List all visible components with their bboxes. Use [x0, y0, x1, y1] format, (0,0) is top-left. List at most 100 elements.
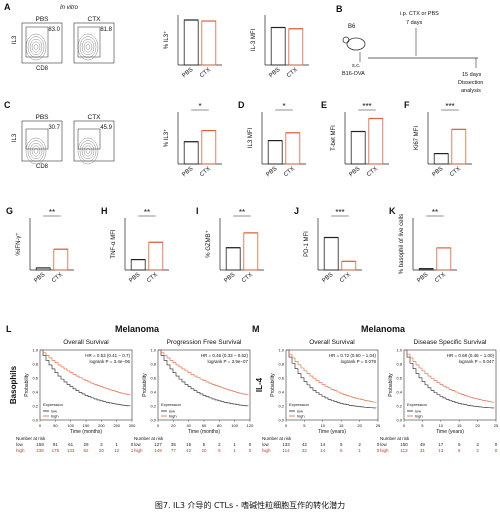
panel-letter: G [6, 206, 13, 216]
group-label: CTX [283, 166, 296, 178]
risk-count: 42 [302, 442, 308, 447]
contour [79, 140, 97, 162]
y-label: PD-1 MFI [304, 231, 310, 257]
risk-count: 2 [358, 442, 361, 447]
significance: *** [445, 102, 454, 111]
panel-letter: J [294, 206, 299, 216]
panel-letter: K [389, 206, 396, 216]
contour [25, 33, 47, 61]
y-tick-label: 0.4 [396, 390, 402, 395]
risk-title: Number at risk [16, 436, 46, 441]
endpoint: analysis [461, 88, 481, 94]
risk-count: 133 [67, 448, 75, 453]
risk-name: high [380, 448, 389, 453]
endpoint: Dissection [458, 80, 483, 86]
risk-name: high [16, 448, 25, 453]
risk-count: 238 [36, 448, 44, 453]
panel-letter: C [4, 100, 11, 110]
contour [81, 39, 95, 56]
y-label: Probability [388, 373, 394, 397]
x-tick-label: 20 [171, 423, 176, 428]
x-tick-label: 60 [202, 423, 207, 428]
risk-count: 42 [186, 448, 192, 453]
group-label: PBS [416, 272, 429, 284]
x-tick-label: 100 [231, 423, 238, 428]
legend-title: Expression [407, 402, 427, 407]
y-tick-label: 0.4 [32, 390, 38, 395]
risk-count: 61 [68, 442, 74, 447]
x-tick-label: 10 [439, 423, 444, 428]
y-tick-label: 0.6 [150, 376, 156, 381]
y-label: Ki67 MFI [414, 126, 420, 150]
risk-count: 1 [233, 448, 236, 453]
legend-label: low [51, 409, 57, 414]
row-label: IL-4 [255, 377, 264, 392]
y-label: % IL3⁺ [163, 129, 170, 148]
gate [25, 26, 49, 58]
risk-name: low [134, 442, 142, 447]
x-label: Time (months) [188, 429, 220, 435]
legend-label: high [297, 414, 305, 419]
y-label: % IL3⁺ [163, 31, 170, 50]
bar [130, 259, 146, 271]
risk-count: 91 [53, 442, 59, 447]
risk-count: 5 [340, 442, 343, 447]
bar [225, 247, 241, 271]
risk-count: 113 [400, 448, 408, 453]
contour [85, 44, 91, 50]
plot-title: PBS [35, 16, 49, 23]
bar [433, 153, 449, 165]
risk-count: 62 [83, 448, 89, 453]
group-title: Melanoma [361, 324, 406, 334]
y-tick-label: 1.0 [150, 348, 156, 353]
x-tick-label: 40 [186, 423, 191, 428]
x-tick-label: 25 [376, 423, 381, 428]
y-label: IL-3 MFI [251, 29, 257, 52]
y-label: T-bet MFI [331, 125, 337, 151]
contour [85, 148, 91, 154]
group-label: PBS [431, 166, 444, 178]
x-tick-label: 0 [39, 423, 42, 428]
km-curve [286, 349, 377, 409]
risk-count: 20 [99, 448, 105, 453]
x-tick-label: 10 [321, 423, 326, 428]
group-label: CTX [286, 67, 299, 79]
risk-count: 1 [131, 448, 134, 453]
y-tick-label: 0.2 [396, 404, 402, 409]
x-tick-label: 0 [285, 423, 288, 428]
km-curve [40, 349, 131, 407]
day: 15 days [462, 72, 482, 78]
y-label: %IFN-γ⁺ [15, 232, 22, 255]
risk-count: 77 [171, 448, 177, 453]
y-tick-label: 0.0 [150, 418, 156, 423]
y-label: IL3 MFI [248, 128, 254, 149]
group-label: CTX [449, 166, 462, 178]
y-tick-label: 0.0 [396, 418, 402, 423]
risk-count: 1 [233, 442, 236, 447]
risk-count: 0 [377, 448, 380, 453]
y-label: % basophil of live cells [399, 214, 405, 274]
x-tick-label: 15 [339, 423, 344, 428]
risk-name: low [262, 442, 270, 447]
x-tick-label: 200 [98, 423, 105, 428]
group-label: PBS [181, 166, 194, 178]
logrank: logrank P = 3.9e−07 [208, 359, 249, 364]
y-tick-label: 1.0 [32, 348, 38, 353]
bar [243, 232, 259, 271]
group-label: PBS [33, 272, 46, 284]
contour [27, 140, 45, 162]
hr: HR = 0.46 (0.33 − 0.62) [201, 353, 249, 358]
x-tick-label: 100 [67, 423, 74, 428]
km-curve [40, 349, 131, 396]
plot-title: Overall Survival [63, 339, 109, 346]
risk-title: Number at risk [380, 436, 410, 441]
bar [270, 27, 286, 66]
x-tick-label: 250 [113, 423, 120, 428]
risk-count: 31 [420, 448, 426, 453]
risk-count: 5 [340, 448, 343, 453]
contour [83, 145, 93, 157]
contour [29, 39, 43, 56]
km-curve [158, 349, 249, 407]
x-tick-label: 0 [403, 423, 406, 428]
